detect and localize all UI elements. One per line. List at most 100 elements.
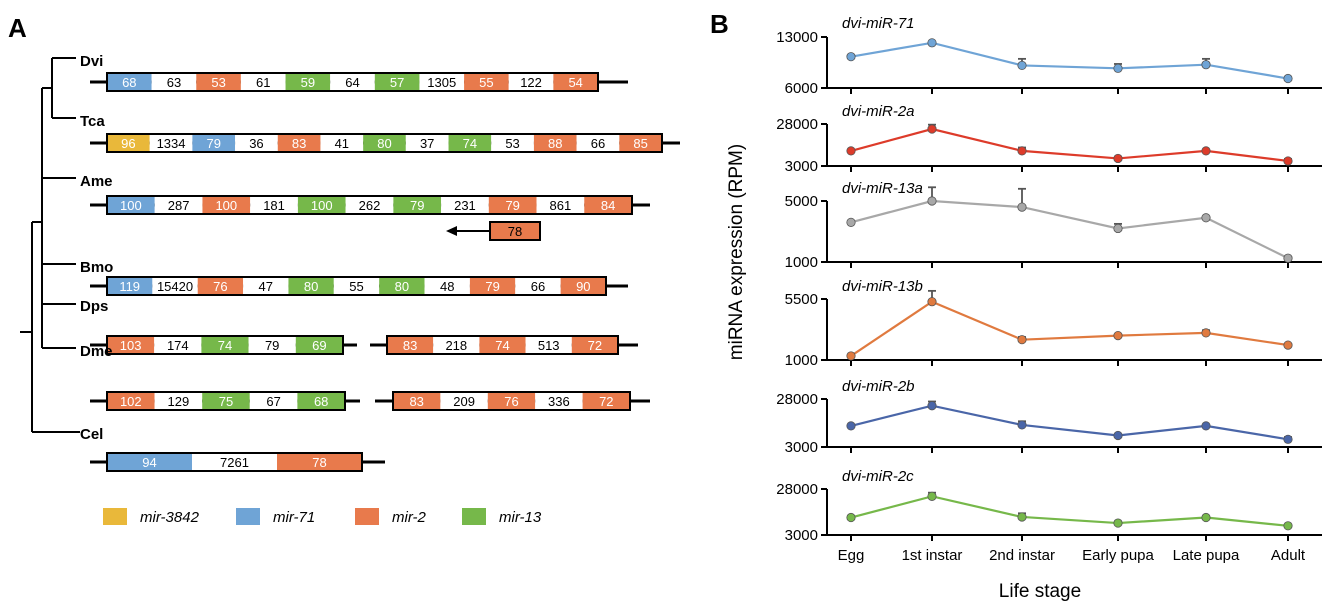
segment-value: 74 bbox=[218, 338, 232, 353]
y-tick-label: 3000 bbox=[785, 527, 818, 544]
data-point bbox=[1017, 335, 1027, 345]
segment-mir-13 bbox=[297, 196, 346, 214]
chart-panel: 28000 3000 dvi-miR-2a bbox=[776, 103, 1322, 175]
segment-value: 262 bbox=[359, 198, 381, 213]
segment-mir-13 bbox=[202, 392, 250, 410]
segment-mir-2 bbox=[560, 277, 606, 295]
data-point bbox=[1113, 430, 1123, 441]
species-label: Cel bbox=[80, 426, 103, 443]
x-tick-label: Adult bbox=[1271, 547, 1306, 564]
segment-none bbox=[240, 73, 286, 91]
segment-value: 64 bbox=[345, 75, 359, 90]
segment-mir-71 bbox=[107, 277, 153, 295]
segment-value: 1305 bbox=[427, 75, 456, 90]
segment-none bbox=[508, 73, 554, 91]
phylogenetic-tree bbox=[20, 57, 80, 433]
segment-mir-71 bbox=[192, 134, 236, 152]
segment-value: 129 bbox=[168, 394, 190, 409]
data-point bbox=[1283, 73, 1293, 84]
segment-none bbox=[419, 73, 465, 91]
segment-value: 78 bbox=[508, 224, 522, 239]
segment-value: 66 bbox=[531, 279, 545, 294]
segment-none bbox=[243, 277, 289, 295]
data-point bbox=[1201, 146, 1211, 156]
series-title: dvi-miR-13b bbox=[842, 278, 923, 295]
segment-value: 83 bbox=[409, 394, 423, 409]
segment-mir-13 bbox=[285, 73, 331, 91]
data-point bbox=[1201, 512, 1211, 523]
data-point bbox=[1201, 421, 1211, 431]
species-label: Dvi bbox=[80, 53, 103, 70]
panel-b-label: B bbox=[710, 9, 729, 39]
segment-value: 69 bbox=[312, 338, 326, 353]
segment-value: 80 bbox=[395, 279, 409, 294]
segment-mir-13 bbox=[201, 336, 249, 354]
segment-none bbox=[576, 134, 620, 152]
segment-value: 53 bbox=[505, 136, 519, 151]
segment-value: 90 bbox=[576, 279, 590, 294]
segment-value: 80 bbox=[304, 279, 318, 294]
segment-value: 218 bbox=[445, 338, 467, 353]
series-title: dvi-miR-2c bbox=[842, 468, 914, 485]
segment-none bbox=[515, 277, 561, 295]
cluster-box bbox=[106, 335, 344, 355]
data-point bbox=[1201, 328, 1211, 338]
segment-value: 75 bbox=[219, 394, 233, 409]
segment-mir-71 bbox=[107, 453, 192, 471]
segment-value: 72 bbox=[588, 338, 602, 353]
data-point bbox=[846, 351, 856, 361]
legend-label: mir-3842 bbox=[140, 509, 200, 526]
segment-none bbox=[250, 196, 298, 214]
y-tick-label: 28000 bbox=[776, 481, 818, 498]
segment-mir-13 bbox=[379, 277, 425, 295]
cluster-box bbox=[106, 195, 633, 215]
segment-value: 88 bbox=[548, 136, 562, 151]
segment-value: 85 bbox=[633, 136, 647, 151]
chart-panel: 13000 6000 dvi-miR-71 bbox=[776, 15, 1322, 97]
segment-value: 122 bbox=[520, 75, 542, 90]
segment-value: 80 bbox=[377, 136, 391, 151]
segment-none bbox=[154, 196, 203, 214]
y-tick-label: 28000 bbox=[776, 116, 818, 133]
series-line bbox=[850, 127, 1289, 163]
segment-none bbox=[151, 73, 197, 91]
data-point bbox=[927, 297, 937, 307]
segment-value: 59 bbox=[301, 75, 315, 90]
data-point bbox=[846, 512, 856, 523]
series-line bbox=[850, 41, 1289, 80]
data-point bbox=[1283, 434, 1293, 444]
segment-value: 36 bbox=[249, 136, 263, 151]
segment-mir-2 bbox=[393, 392, 441, 410]
data-point bbox=[1017, 512, 1027, 522]
segment-none bbox=[536, 196, 585, 214]
segment-mir-71 bbox=[107, 196, 155, 214]
species-label: Dme bbox=[80, 343, 113, 360]
segment-mir-2 bbox=[479, 336, 526, 354]
segment-value: 231 bbox=[454, 198, 476, 213]
segment-value: 47 bbox=[259, 279, 273, 294]
segment-mir-71 bbox=[107, 73, 152, 91]
segment-value: 7261 bbox=[220, 455, 249, 470]
segment-value: 96 bbox=[121, 136, 135, 151]
segment-value: 57 bbox=[390, 75, 404, 90]
segment-value: 336 bbox=[548, 394, 570, 409]
cluster-box bbox=[106, 391, 346, 411]
segment-value: 861 bbox=[550, 198, 572, 213]
data-point bbox=[1201, 60, 1211, 70]
segment-value: 94 bbox=[142, 455, 156, 470]
segment-value: 100 bbox=[120, 198, 142, 213]
segment-value: 79 bbox=[410, 198, 424, 213]
segment-value: 102 bbox=[120, 394, 142, 409]
data-point bbox=[927, 491, 937, 501]
segment-value: 66 bbox=[591, 136, 605, 151]
segment-none bbox=[249, 392, 298, 410]
data-point bbox=[846, 146, 856, 156]
segment-value: 181 bbox=[263, 198, 285, 213]
legend-label: mir-2 bbox=[392, 509, 427, 526]
segment-value: 84 bbox=[601, 198, 615, 213]
data-point bbox=[846, 217, 856, 227]
segment-mir-2 bbox=[277, 134, 321, 152]
data-point bbox=[1113, 153, 1123, 164]
segment-value: 76 bbox=[213, 279, 227, 294]
